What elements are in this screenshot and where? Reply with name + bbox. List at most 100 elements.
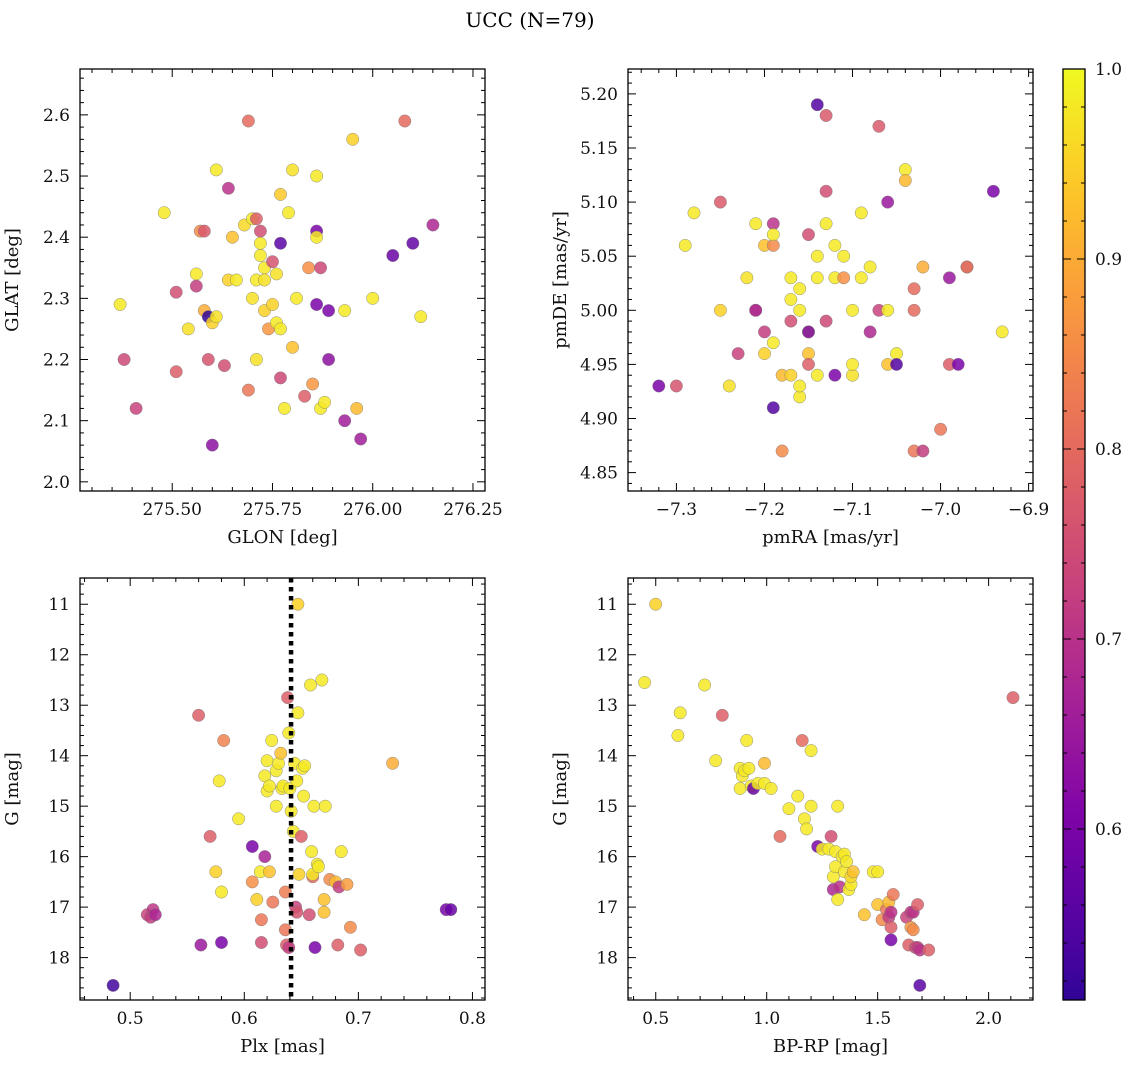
x-tick-label: 275.50 xyxy=(142,500,201,520)
colorbar-tick-label: 0.6 xyxy=(1095,820,1122,840)
data-point xyxy=(310,230,323,244)
data-point xyxy=(254,936,268,949)
data-point xyxy=(749,217,763,231)
data-point xyxy=(810,98,824,112)
data-point xyxy=(286,163,299,177)
y-tick-label: 13 xyxy=(48,696,70,716)
data-point xyxy=(338,304,352,317)
panel-glon-glat: 275.50 275.75 276.00 276.25 2.0 2.1 2.2 2.3 2.4 2… xyxy=(2,68,503,548)
data-point xyxy=(987,184,1000,198)
data-point xyxy=(189,279,203,293)
data-point xyxy=(398,114,412,128)
x-tick-label: 2.0 xyxy=(975,1009,1002,1029)
y-tick-label: 11 xyxy=(596,595,618,615)
data-point xyxy=(386,249,400,262)
x-axis-label: GLON [deg] xyxy=(227,527,337,548)
colorbar-tick-label: 0.7 xyxy=(1095,630,1122,650)
y-tick-label: 12 xyxy=(596,646,618,666)
data-point xyxy=(784,271,798,285)
data-point xyxy=(311,860,325,874)
data-point xyxy=(1006,691,1020,704)
data-point xyxy=(649,597,663,611)
x-tick-label: −7.2 xyxy=(744,500,785,520)
data-point xyxy=(872,119,886,133)
data-point xyxy=(671,729,685,742)
data-point xyxy=(784,314,798,328)
data-point xyxy=(113,298,127,311)
data-point xyxy=(302,261,315,275)
data-point xyxy=(766,217,780,231)
data-point xyxy=(898,174,912,187)
data-point xyxy=(890,357,903,371)
data-point xyxy=(884,920,898,934)
panel-pmra-pmde: −7.3 −7.2 −7.1 −7.0 −6.9 4.85 4.90 4.95 5.00 5.05… xyxy=(550,68,1049,548)
data-point xyxy=(819,109,833,122)
data-point xyxy=(315,673,329,687)
data-point xyxy=(245,875,259,889)
colorbar: 0.6 0.7 0.8 0.9 1.0 xyxy=(1062,60,1122,1001)
x-tick-label: 0.8 xyxy=(459,1009,486,1029)
data-point xyxy=(793,303,807,317)
data-point xyxy=(922,943,936,957)
data-point xyxy=(266,298,279,311)
data-point xyxy=(322,353,335,366)
data-point xyxy=(846,303,859,317)
axes-frame xyxy=(79,68,486,492)
data-point xyxy=(201,353,215,366)
data-point xyxy=(775,444,789,458)
x-tick-label: 1.5 xyxy=(864,1009,891,1029)
data-point xyxy=(304,678,317,692)
y-tick-label: 16 xyxy=(596,848,618,868)
data-point xyxy=(282,726,296,740)
y-tick-label: 5.10 xyxy=(580,193,618,213)
data-point xyxy=(274,187,287,201)
data-point xyxy=(253,236,267,250)
y-tick-label: 12 xyxy=(48,646,70,666)
data-point xyxy=(673,706,687,720)
data-point xyxy=(340,878,354,891)
x-axis-label: pmRA [mas/yr] xyxy=(762,527,899,548)
data-point xyxy=(943,271,956,285)
data-point xyxy=(249,353,263,366)
data-point xyxy=(837,249,851,263)
scatter-points xyxy=(106,597,458,992)
data-point xyxy=(298,389,311,403)
data-point xyxy=(793,390,807,404)
data-point xyxy=(269,799,283,813)
data-point xyxy=(302,908,316,922)
data-point xyxy=(322,304,335,317)
data-point xyxy=(262,779,276,793)
y-tick-label: 2.2 xyxy=(43,351,70,371)
data-point xyxy=(318,799,332,813)
data-point xyxy=(782,802,796,816)
data-point xyxy=(294,830,308,843)
x-tick-label: 0.5 xyxy=(642,1009,669,1029)
data-point xyxy=(290,774,304,788)
scatter-points xyxy=(113,114,440,452)
data-point xyxy=(310,298,323,311)
data-point xyxy=(281,691,294,704)
x-tick-label: 276.25 xyxy=(443,500,502,520)
y-tick-label: 11 xyxy=(48,595,70,615)
data-point xyxy=(278,401,291,415)
data-point xyxy=(810,368,824,382)
data-point xyxy=(898,163,912,177)
data-point xyxy=(258,273,271,287)
colorbar-frame xyxy=(1062,68,1086,1001)
data-point xyxy=(714,195,727,209)
data-point xyxy=(766,336,780,350)
data-point xyxy=(194,938,208,952)
y-tick-label: 17 xyxy=(48,898,70,918)
data-point xyxy=(209,163,223,177)
data-point xyxy=(169,285,183,299)
data-point xyxy=(317,893,331,906)
data-point xyxy=(305,845,318,858)
data-point xyxy=(884,905,898,919)
data-point xyxy=(819,314,833,328)
data-point xyxy=(117,353,131,366)
data-point xyxy=(217,359,231,372)
data-point xyxy=(169,365,183,379)
data-point xyxy=(354,943,367,957)
data-point xyxy=(758,325,771,339)
data-point xyxy=(157,206,171,220)
